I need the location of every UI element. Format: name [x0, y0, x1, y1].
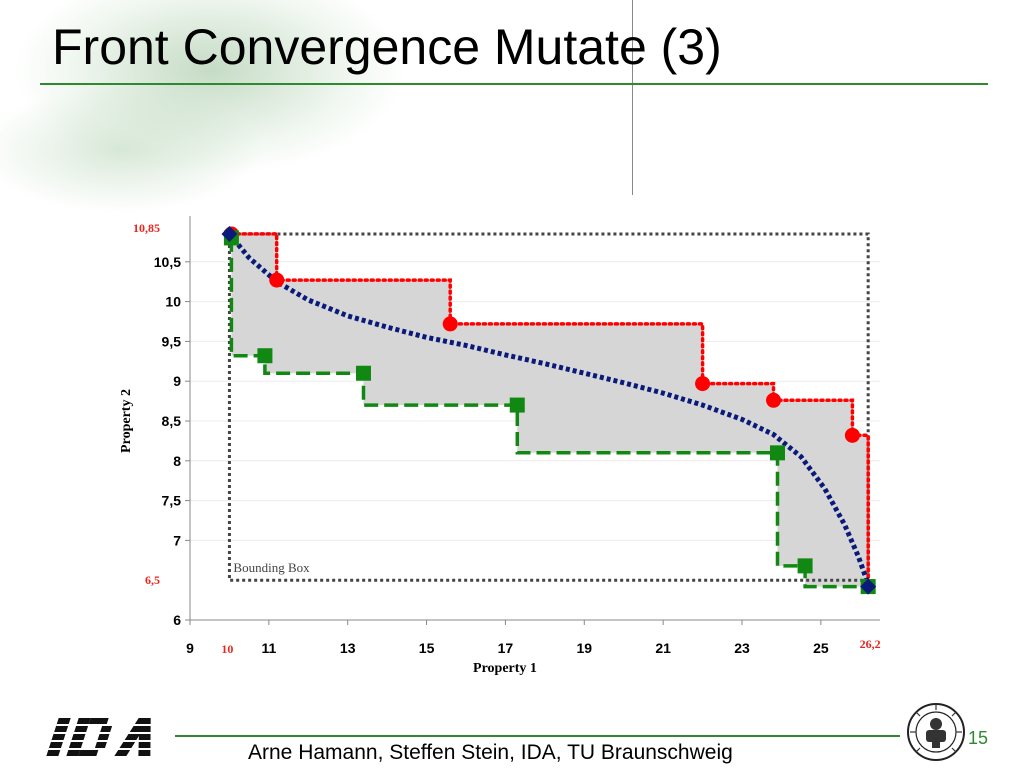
- red-point: [269, 272, 285, 288]
- y-tick-label: 9,5: [162, 333, 182, 349]
- data-points: [221, 225, 877, 595]
- decorative-divider: [632, 0, 633, 195]
- bounding-box-rect: [227, 232, 870, 582]
- x-tick-label: 17: [498, 640, 514, 656]
- y-bound-label-min: 6,5: [145, 573, 160, 587]
- green-point: [769, 445, 785, 461]
- y-axis-title: Property 2: [119, 389, 134, 453]
- blue-extreme-point: [221, 225, 238, 242]
- x-bound-label-min: 10: [221, 642, 233, 656]
- x-bound-label-max: 26,2: [860, 637, 881, 651]
- bounding-box: Bounding Box: [227, 232, 870, 582]
- trend-curve-line: [227, 232, 871, 586]
- x-axis-title: Property 1: [473, 661, 537, 676]
- x-tick-label: 21: [655, 640, 671, 656]
- y-bound-label-max: 10,85: [133, 221, 160, 235]
- y-tick-label: 9: [173, 373, 181, 389]
- x-tick-label: 13: [340, 640, 356, 656]
- x-tick-label: 15: [419, 640, 435, 656]
- university-seal: [907, 703, 965, 761]
- pareto-front-chart: Bounding Box 9 11 13 15 17 19 21 23 25677,588,59…: [115, 215, 895, 676]
- green-point: [257, 348, 273, 364]
- x-tick-label: 23: [734, 640, 750, 656]
- y-tick-label: 6: [173, 612, 181, 628]
- page-number: 15: [968, 728, 989, 748]
- x-tick-label: 25: [813, 640, 829, 656]
- y-tick-label: 10: [165, 294, 181, 310]
- y-tick-label: 7: [173, 532, 181, 548]
- front-region: [231, 233, 869, 587]
- trend-curve: [227, 232, 871, 586]
- x-tick-label: 11: [261, 640, 276, 656]
- y-tick-label: 8: [173, 453, 181, 469]
- x-tick-label: 9: [186, 640, 194, 656]
- red-point: [442, 316, 458, 332]
- green-point: [797, 558, 813, 574]
- footer-authors: Arne Hamann, Steffen Stein, IDA, TU Brau…: [248, 741, 733, 764]
- footer-rule: [175, 735, 900, 737]
- ida-logo: [46, 718, 161, 756]
- green-point: [509, 397, 525, 413]
- red-point: [695, 376, 711, 392]
- axis-labels: 9 11 13 15 17 19 21 23 25 6 7 7,5 8 8,5 9 9,5 10 10,5 10 26…: [119, 221, 881, 676]
- red-point: [766, 392, 782, 408]
- y-tick-label: 7,5: [162, 493, 182, 509]
- bounding-box-label: Bounding Box: [233, 560, 310, 575]
- red-point: [844, 427, 860, 443]
- blue-extreme-point: [860, 578, 877, 595]
- axes: [185, 216, 880, 625]
- title-underline: [40, 83, 988, 85]
- x-tick-label: 19: [576, 640, 592, 656]
- y-tick-label: 8,5: [162, 413, 182, 429]
- front-region-fill: [231, 233, 869, 587]
- y-tick-label: 10,5: [154, 254, 181, 270]
- green-point: [355, 365, 371, 381]
- slide-title: Front Convergence Mutate (3): [52, 19, 722, 75]
